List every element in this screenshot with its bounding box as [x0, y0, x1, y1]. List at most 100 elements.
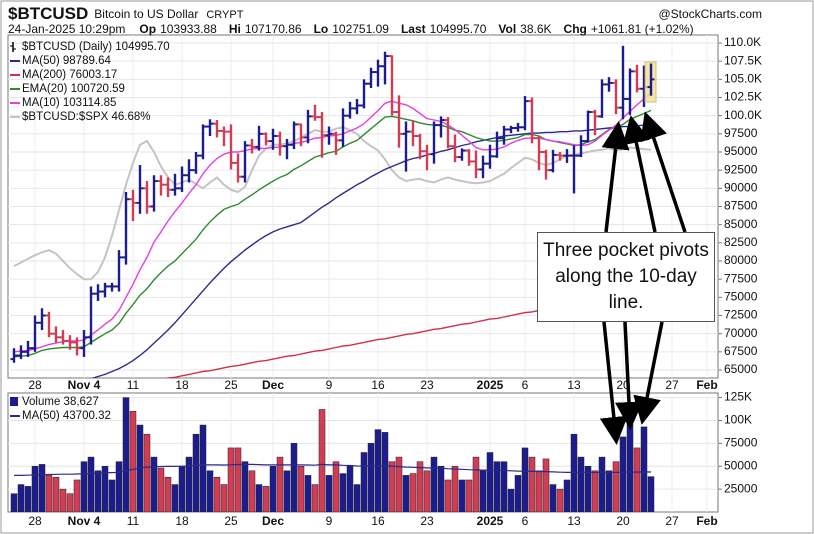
volume-bar — [381, 432, 389, 512]
volume-bar — [598, 456, 606, 512]
ma-line — [90, 123, 652, 378]
x-tick-label: 11 — [127, 514, 140, 528]
volume-bar — [10, 493, 18, 512]
x-tick-label: 18 — [175, 514, 189, 528]
volume-bar — [73, 479, 81, 512]
y2-tick-label: 100K — [724, 413, 752, 427]
volume-bar — [206, 470, 214, 512]
volume-bar — [108, 479, 116, 512]
volume-bar — [311, 484, 319, 512]
x-tick-label: 16 — [371, 378, 385, 392]
y2-tick-label: 125K — [724, 390, 752, 404]
volume-bar — [290, 443, 298, 512]
volume-bar — [297, 465, 305, 512]
volume-bar — [437, 465, 445, 512]
volume-bar — [360, 452, 368, 512]
volume-bar — [17, 484, 25, 512]
y-tick-label: 72500 — [724, 308, 758, 322]
volume-bar — [38, 464, 46, 512]
volume-bar — [402, 475, 410, 512]
x-tick-label: 6 — [522, 514, 529, 528]
legend-label: Volume 38,627 — [22, 396, 99, 408]
volume-bar — [87, 456, 95, 512]
annotation: Three pocket pivots along the 10-day lin… — [537, 232, 715, 322]
field-value: +1061.81 (+1.02%) — [591, 22, 694, 36]
volume-bar — [395, 456, 403, 512]
x-tick-label: 2025 — [477, 514, 504, 528]
legend-label: EMA(20) 100720.59 — [22, 83, 125, 95]
legend-label: MA(200) 76003.17 — [22, 69, 117, 81]
y-tick-label: 82500 — [724, 235, 758, 249]
date: 24-Jan-2025 10:29pm — [8, 22, 125, 36]
volume-bar — [227, 447, 235, 512]
x-tick-label: 27 — [665, 514, 679, 528]
x-tick-label: 27 — [665, 378, 679, 392]
volume-bar — [199, 424, 207, 512]
y-tick-label: 85000 — [724, 217, 758, 231]
field-label: Hi — [229, 22, 241, 36]
exchange: CRYPT — [206, 9, 243, 21]
volume-bar — [178, 465, 186, 512]
legend-label: MA(50) 98789.64 — [22, 55, 111, 67]
volume-bar — [577, 456, 585, 512]
field-label: Lo — [314, 22, 329, 36]
x-tick-label: Dec — [262, 378, 284, 392]
legend-label: MA(50) 43700.32 — [22, 410, 111, 422]
field-value: 103933.88 — [160, 22, 217, 36]
volume-bar — [584, 465, 592, 512]
volume-bar — [66, 493, 74, 512]
volume-bar — [122, 397, 130, 512]
chart-subtitle: Bitcoin to US Dollar — [94, 7, 198, 21]
x-tick-label: 25 — [224, 514, 238, 528]
volume-bar — [458, 479, 466, 512]
y2-tick-label: 50000 — [724, 458, 758, 472]
y-tick-label: 67500 — [724, 344, 758, 358]
volume-bar — [388, 461, 396, 512]
x-tick-label: Feb — [696, 378, 717, 392]
x-tick-label: 13 — [567, 514, 581, 528]
volume-bar — [542, 458, 550, 512]
y-tick-label: 80000 — [724, 253, 758, 267]
x-tick-label: 9 — [326, 514, 333, 528]
volume-bar — [59, 488, 67, 512]
volume-bar — [430, 456, 438, 512]
field-value: 102751.09 — [332, 22, 389, 36]
volume-bar — [24, 486, 32, 512]
volume-bar — [346, 465, 354, 512]
volume-bar — [234, 447, 242, 512]
x-tick-label: 28 — [28, 514, 42, 528]
volume-bar — [80, 461, 88, 512]
volume-bar — [213, 476, 221, 512]
y-tick-label: 110.0K — [724, 35, 761, 49]
x-tick-label: 13 — [567, 378, 581, 392]
volume-bar — [416, 461, 424, 512]
volume-bar — [157, 467, 165, 512]
legend-label: $BTCUSD (Daily) 104995.70 — [22, 41, 170, 53]
y-tick-label: 107.5K — [724, 53, 762, 67]
volume-bar — [556, 488, 564, 512]
volume-bar — [150, 456, 158, 512]
volume-bar — [276, 456, 284, 512]
y-tick-label: 70000 — [724, 326, 758, 340]
volume-bar — [269, 465, 277, 512]
volume-bar — [101, 465, 109, 512]
x-tick-label: 28 — [28, 378, 42, 392]
x-tick-label: 25 — [224, 378, 238, 392]
volume-bar — [255, 484, 263, 512]
volume-bar — [248, 470, 256, 512]
x-tick-label: 23 — [420, 514, 434, 528]
volume-bar — [507, 488, 515, 512]
volume-bar — [115, 461, 123, 512]
legend-label: $BTCUSD:$SPX 46.68% — [22, 111, 150, 123]
volume-bar — [549, 484, 557, 512]
y-tick-label: 97500 — [724, 126, 758, 140]
volume-bar — [619, 436, 627, 512]
volume-bar — [45, 475, 53, 512]
volume-bar — [304, 475, 312, 512]
volume-bar — [605, 470, 613, 512]
field-label: Last — [401, 22, 426, 36]
field-label: Vol — [498, 22, 516, 36]
y-tick-label: 100.0K — [724, 108, 762, 122]
chart-title: $BTCUSD — [8, 4, 88, 23]
volume-bar — [591, 470, 599, 512]
